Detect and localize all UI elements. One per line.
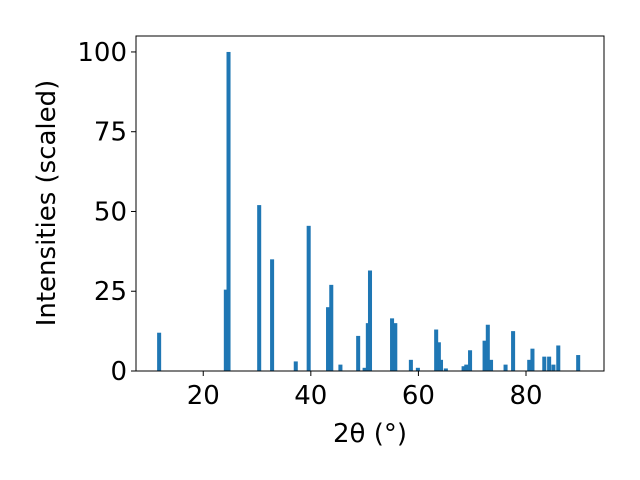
bar-18 [434, 329, 439, 371]
bar-29 [511, 331, 516, 371]
bar-5 [293, 361, 298, 371]
bar-30 [527, 359, 532, 371]
bar-15 [393, 323, 398, 371]
bar-33 [547, 356, 552, 371]
bar-2 [226, 51, 231, 371]
bar-7 [326, 307, 331, 371]
y-tick-label: 100 [77, 38, 127, 68]
bar-27 [489, 359, 494, 371]
bars-group [157, 51, 581, 371]
bar-14 [390, 318, 395, 371]
bar-36 [576, 355, 581, 371]
bar-26 [485, 324, 490, 371]
bar-21 [443, 368, 448, 371]
bar-4 [270, 259, 275, 371]
y-axis-label: Intensities (scaled) [32, 80, 62, 327]
bar-10 [356, 335, 361, 371]
x-tick-label: 60 [402, 381, 435, 411]
y-tick-label: 25 [94, 277, 127, 307]
x-tick-label: 40 [294, 381, 327, 411]
bar-28 [503, 364, 508, 371]
bar-35 [556, 345, 561, 371]
bar-20 [438, 359, 444, 371]
bar-32 [542, 356, 547, 371]
bar-8 [329, 284, 334, 371]
bar-22 [461, 366, 466, 371]
plot-frame [135, 35, 605, 372]
bar-11 [362, 367, 367, 371]
bar-17 [415, 367, 420, 371]
bar-3 [257, 205, 262, 371]
bar-13 [367, 270, 373, 371]
bar-12 [365, 323, 370, 371]
bar-19 [436, 342, 441, 371]
bar-0 [157, 332, 162, 371]
bar-24 [468, 350, 473, 371]
y-axis-ticks: 0 25 50 75 100 [77, 38, 136, 387]
bar-34 [551, 364, 556, 371]
bar-1 [223, 289, 228, 371]
bar-31 [530, 348, 535, 371]
x-tick-label: 80 [509, 381, 542, 411]
bar-25 [482, 340, 487, 371]
bar-16 [408, 359, 413, 371]
x-axis-ticks: 20 40 60 80 [187, 371, 543, 411]
x-axis-label: 2θ (°) [333, 419, 407, 449]
bar-6 [306, 225, 311, 371]
y-tick-label: 0 [110, 357, 127, 387]
x-tick-label: 20 [187, 381, 220, 411]
y-tick-label: 50 [94, 197, 127, 227]
bar-23 [464, 364, 469, 371]
y-tick-label: 75 [94, 118, 127, 148]
bar-9 [338, 364, 343, 371]
